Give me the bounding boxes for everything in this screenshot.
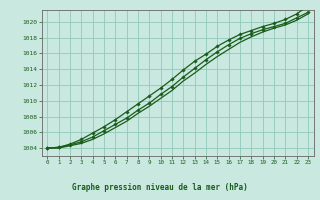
- Text: Graphe pression niveau de la mer (hPa): Graphe pression niveau de la mer (hPa): [72, 183, 248, 192]
